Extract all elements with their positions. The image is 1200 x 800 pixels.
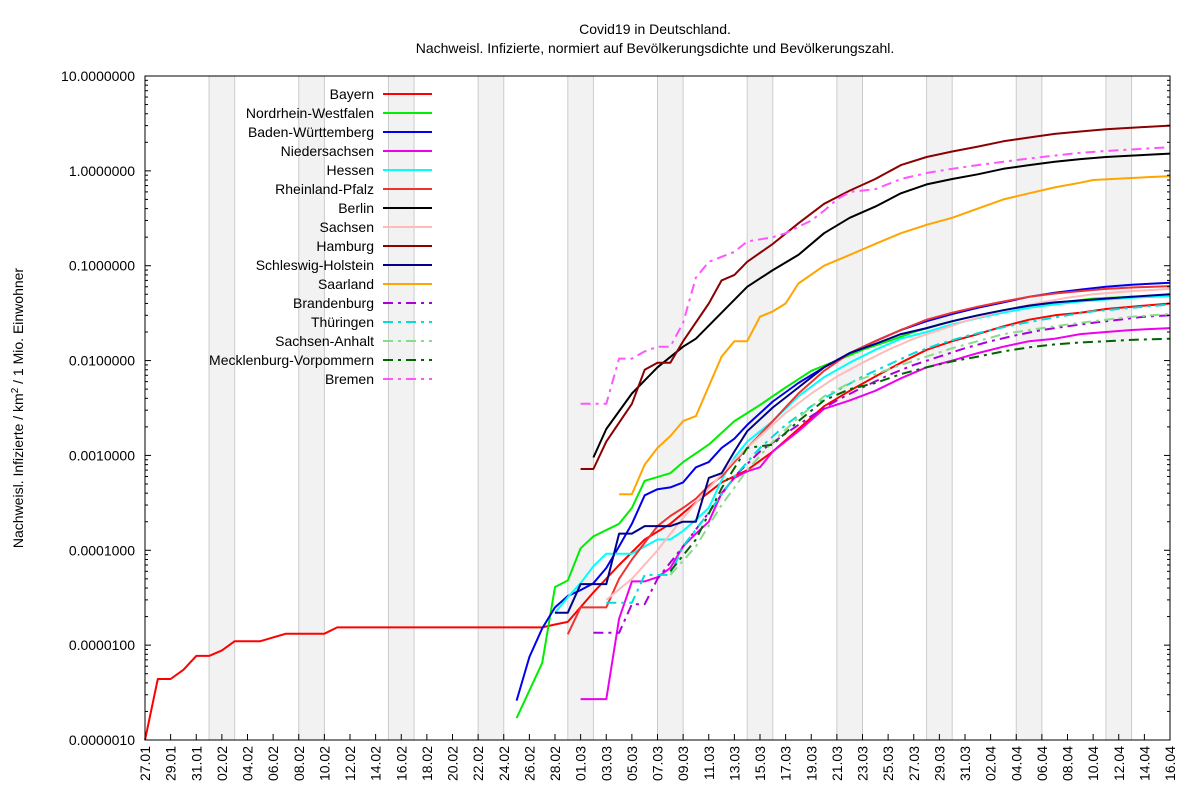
weekend-band	[567, 76, 594, 740]
series-line-rheinland-pfalz	[566, 285, 1171, 635]
x-tick-label: 05.03	[624, 746, 640, 781]
x-tick-label: 09.03	[675, 746, 691, 781]
x-tick-label: 23.03	[855, 746, 871, 781]
x-tick-label: 02.02	[214, 746, 230, 781]
series-line-brandenburg	[593, 314, 1171, 634]
x-tick-label: 01.03	[573, 746, 589, 781]
x-tick-label: 22.02	[470, 746, 486, 781]
legend-label: Mecklenburg-Vorpommern	[209, 352, 374, 368]
legend-label: Bayern	[330, 86, 374, 102]
series-line-th-ringen	[606, 303, 1171, 604]
x-tick-label: 08.02	[291, 746, 307, 781]
x-tick-label: 24.02	[496, 746, 512, 781]
legend-label: Hamburg	[316, 238, 374, 254]
x-tick-label: 21.03	[829, 746, 845, 781]
x-tick-label: 14.02	[368, 746, 384, 781]
x-tick-label: 25.03	[880, 746, 896, 781]
x-tick-label: 16.04	[1162, 746, 1178, 781]
x-tick-label: 20.02	[445, 746, 461, 781]
series-line-bremen	[580, 146, 1171, 405]
weekend-band	[388, 76, 415, 740]
x-tick-label: 19.03	[803, 746, 819, 781]
series-line-schleswig-holstein	[555, 293, 1171, 614]
x-tick-label: 17.03	[778, 746, 794, 781]
weekend-band	[1016, 76, 1042, 740]
weekend-band	[747, 76, 773, 740]
x-tick-label: 29.01	[163, 746, 179, 781]
x-tick-label: 06.02	[265, 746, 281, 781]
series-line-mecklenburg-vorpommern	[669, 337, 1171, 572]
x-tick-label: 27.03	[906, 746, 922, 781]
series-line-niedersachsen	[580, 327, 1171, 701]
x-tick-label: 15.03	[752, 746, 768, 781]
x-tick-label: 13.03	[726, 746, 742, 781]
legend-label: Rheinland-Pfalz	[275, 181, 374, 197]
series-line-sachsen	[605, 287, 1171, 601]
y-tick-label: 0.0000100	[69, 637, 135, 653]
series-line-sachsen-anhalt	[669, 313, 1171, 576]
x-tick-label: 27.01	[137, 746, 153, 781]
x-tick-label: 10.04	[1085, 746, 1101, 781]
weekend-bands	[208, 76, 1133, 740]
y-tick-label: 0.0010000	[69, 447, 135, 463]
x-tick-label: 31.01	[188, 746, 204, 781]
x-tick-label: 02.04	[983, 746, 999, 781]
legend-label: Thüringen	[311, 314, 374, 330]
x-tick-label: 11.03	[701, 746, 717, 780]
series-lines	[144, 124, 1171, 741]
x-tick-label: 04.04	[1008, 746, 1024, 781]
y-tick-label: 0.0001000	[69, 542, 135, 558]
y-axis-label: Nachweisl. Infizierte / km2 / 1 Mio. Ein…	[10, 268, 26, 549]
legend: Bayern Nordrhein-Westfalen Baden-Württembe…	[209, 86, 432, 387]
weekend-band	[926, 76, 953, 740]
x-tick-label: 18.02	[419, 746, 435, 781]
x-tick-label: 03.03	[598, 746, 614, 781]
legend-label: Schleswig-Holstein	[256, 257, 374, 273]
x-tick-label: 06.04	[1034, 746, 1050, 781]
y-tick-label: 10.0000000	[61, 68, 135, 84]
x-tick-label: 16.02	[393, 746, 409, 781]
weekend-band	[478, 76, 504, 740]
x-tick-label: 10.02	[316, 746, 332, 781]
legend-label: Sachsen	[320, 219, 374, 235]
legend-label: Berlin	[338, 200, 374, 216]
x-tick-label: 29.03	[931, 746, 947, 781]
x-tick-label: 31.03	[957, 746, 973, 781]
weekend-band	[1105, 76, 1132, 740]
series-line-saarland	[619, 175, 1171, 496]
x-tick-label: 26.02	[521, 746, 537, 781]
x-tick-label: 28.02	[547, 746, 563, 781]
legend-label: Baden-Württemberg	[248, 124, 374, 140]
chart-title-line1: Covid19 in Deutschland.	[579, 21, 731, 37]
legend-label: Bremen	[325, 371, 374, 387]
weekend-band	[298, 76, 325, 740]
x-tick-label: 07.03	[650, 746, 666, 781]
x-axis-ticks: 27.01 29.01 31.01 02.02 04.02 06.02 08.02 10.02…	[137, 734, 1178, 781]
weekend-band	[836, 76, 863, 740]
y-tick-label: 0.0100000	[69, 353, 135, 369]
y-axis-ticks: 10.0000000 1.0000000 0.1000000 0.0100000 0.0…	[61, 68, 1170, 748]
y-tick-label: 1.0000000	[69, 163, 135, 179]
legend-label: Brandenburg	[293, 295, 374, 311]
series-line-hamburg	[580, 124, 1171, 470]
legend-label: Nordrhein-Westfalen	[246, 105, 374, 121]
weekend-band	[657, 76, 684, 740]
weekend-band	[209, 76, 235, 740]
y-tick-label: 0.1000000	[69, 258, 135, 274]
x-tick-label: 04.02	[240, 746, 256, 781]
legend-label: Saarland	[318, 276, 374, 292]
x-tick-label: 08.04	[1060, 746, 1076, 781]
legend-label: Hessen	[327, 162, 374, 178]
x-tick-label: 12.04	[1111, 746, 1127, 781]
chart-title-line2: Nachweisl. Infizierte, normiert auf Bevö…	[416, 40, 895, 56]
legend-label: Niedersachsen	[281, 143, 374, 159]
legend-label: Sachsen-Anhalt	[275, 333, 374, 349]
x-tick-label: 12.02	[342, 746, 358, 781]
x-tick-label: 14.04	[1136, 746, 1152, 781]
y-tick-label: 0.0000010	[69, 732, 135, 748]
